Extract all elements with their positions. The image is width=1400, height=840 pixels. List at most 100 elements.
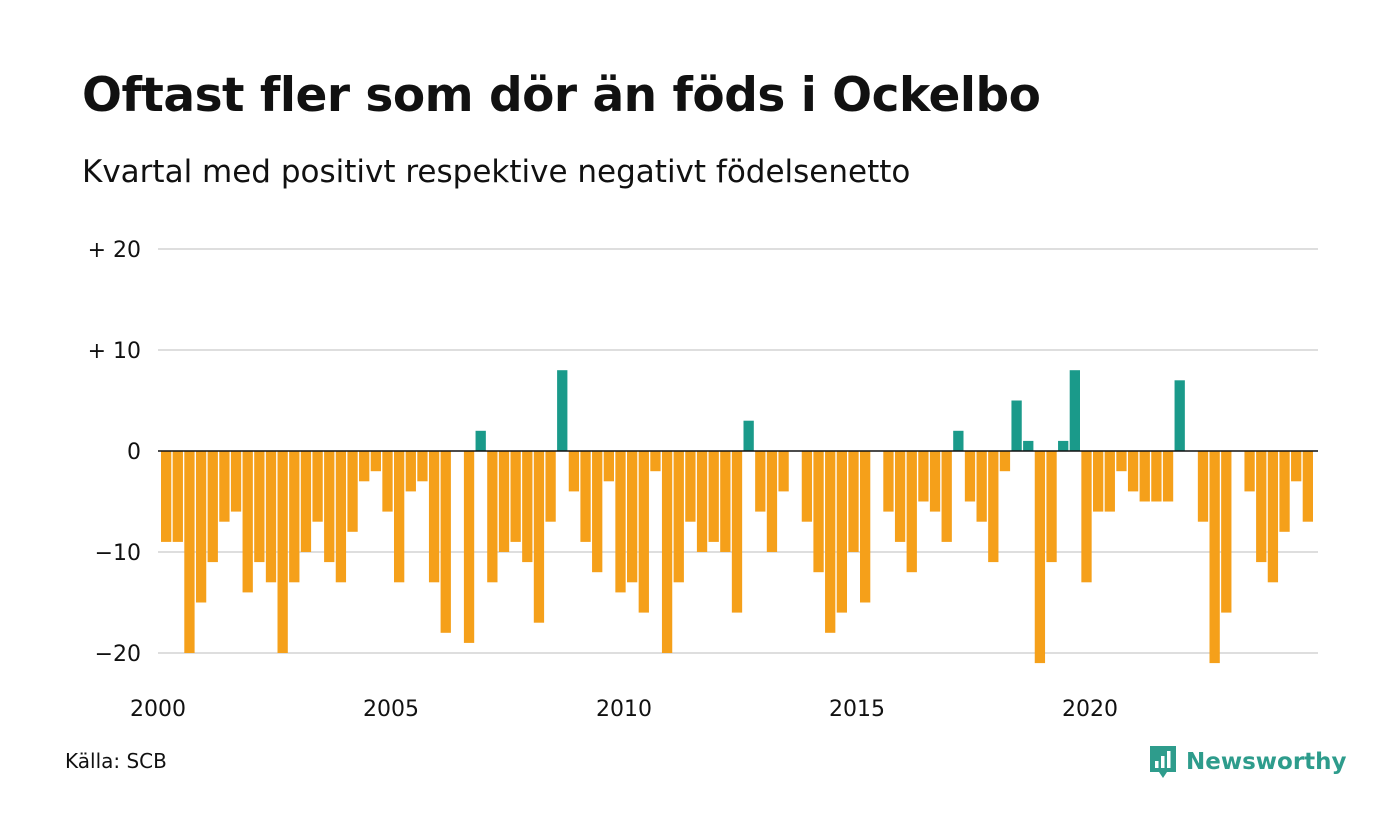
bar-negative: [708, 451, 719, 542]
bar-negative: [522, 451, 533, 563]
bar-positive: [1058, 440, 1069, 451]
bar-positive: [475, 430, 486, 451]
bar-negative: [685, 451, 696, 522]
bar-negative: [801, 451, 813, 522]
bar-negative: [335, 451, 347, 583]
bar-negative: [394, 451, 405, 583]
bar-negative: [603, 451, 614, 482]
bar-negative: [277, 451, 288, 653]
bar-negative: [172, 451, 183, 542]
bar-negative: [1127, 451, 1139, 492]
bar-negative: [1116, 451, 1127, 472]
bar-negative: [580, 451, 591, 542]
bar-negative: [1093, 451, 1104, 512]
bars: [161, 370, 1313, 664]
bar-negative: [1197, 451, 1209, 522]
x-tick-label: 2020: [1062, 697, 1118, 722]
bar-positive: [743, 420, 754, 451]
x-tick-label: 2005: [363, 697, 419, 722]
bar-negative: [906, 451, 917, 573]
bar-negative: [1244, 451, 1255, 492]
y-tick-label: 0: [127, 440, 141, 465]
bar-negative: [964, 451, 976, 502]
bar-negative: [1267, 451, 1279, 583]
bar-negative: [673, 451, 684, 583]
chart-title: Oftast fler som dör än föds i Ockelbo: [82, 68, 1041, 123]
bar-negative: [312, 451, 323, 522]
y-tick-label: + 10: [88, 339, 141, 364]
x-tick-label: 2010: [596, 697, 652, 722]
bar-negative: [1221, 451, 1232, 613]
bar-negative: [731, 451, 743, 613]
source-note: Källa: SCB: [65, 749, 167, 773]
bar-negative: [848, 451, 859, 552]
bar-positive: [1023, 440, 1034, 451]
bar-negative: [627, 451, 638, 583]
bar-negative: [894, 451, 906, 542]
bar-negative: [428, 451, 440, 583]
bar-negative: [1256, 451, 1267, 563]
bar-positive: [953, 430, 964, 451]
bar-negative: [1104, 451, 1115, 512]
bar-negative: [988, 451, 999, 563]
bar-negative: [1302, 451, 1313, 522]
bar-negative: [650, 451, 661, 472]
bar-negative: [1139, 451, 1150, 502]
newsworthy-logo-icon: [1150, 746, 1176, 778]
bar-positive: [1069, 370, 1080, 451]
bar-negative: [440, 451, 451, 633]
bar-negative: [254, 451, 265, 563]
bar-negative: [813, 451, 824, 573]
bar-negative: [510, 451, 521, 542]
y-tick-label: −10: [95, 541, 141, 566]
bar-negative: [929, 451, 941, 512]
bar-negative: [755, 451, 766, 512]
bar-negative: [1081, 451, 1092, 583]
bar-negative: [347, 451, 358, 532]
bar-negative: [766, 451, 778, 552]
bar-negative: [417, 451, 428, 482]
y-tick-label: + 20: [88, 238, 141, 263]
bar-negative: [219, 451, 230, 522]
bar-negative: [696, 451, 708, 552]
bar-negative: [836, 451, 847, 613]
bar-negative: [207, 451, 218, 563]
y-tick-label: −20: [95, 642, 141, 667]
bar-negative: [545, 451, 556, 522]
bar-negative: [976, 451, 987, 522]
bar-negative: [568, 451, 580, 492]
bar-negative: [324, 451, 335, 563]
bar-negative: [918, 451, 929, 502]
x-tick-label: 2015: [829, 697, 885, 722]
bar-negative: [195, 451, 207, 603]
bar-negative: [1209, 451, 1220, 664]
bar-negative: [638, 451, 649, 613]
bar-negative: [1046, 451, 1057, 563]
bar-negative: [999, 451, 1011, 472]
bar-negative: [161, 451, 172, 542]
brand-logo: Newsworthy: [1148, 744, 1347, 780]
bar-negative: [242, 451, 253, 593]
x-tick-label: 2000: [130, 697, 186, 722]
bar-negative: [487, 451, 498, 583]
bar-negative: [370, 451, 381, 472]
bar-negative: [661, 451, 673, 653]
bar-negative: [533, 451, 545, 623]
bar-negative: [860, 451, 871, 603]
bar-negative: [883, 451, 894, 512]
bar-positive: [1174, 380, 1185, 451]
bar-negative: [184, 451, 195, 653]
bar-negative: [1034, 451, 1046, 664]
bar-negative: [230, 451, 242, 512]
bar-negative: [1151, 451, 1162, 502]
bar-negative: [300, 451, 312, 552]
chart-subtitle: Kvartal med positivt respektive negativt…: [82, 154, 911, 190]
bar-negative: [498, 451, 510, 552]
bar-negative: [289, 451, 300, 583]
bar-negative: [1162, 451, 1174, 502]
bar-negative: [382, 451, 393, 512]
bar-negative: [265, 451, 277, 583]
bar-negative: [1291, 451, 1302, 482]
bar-negative: [1279, 451, 1290, 532]
